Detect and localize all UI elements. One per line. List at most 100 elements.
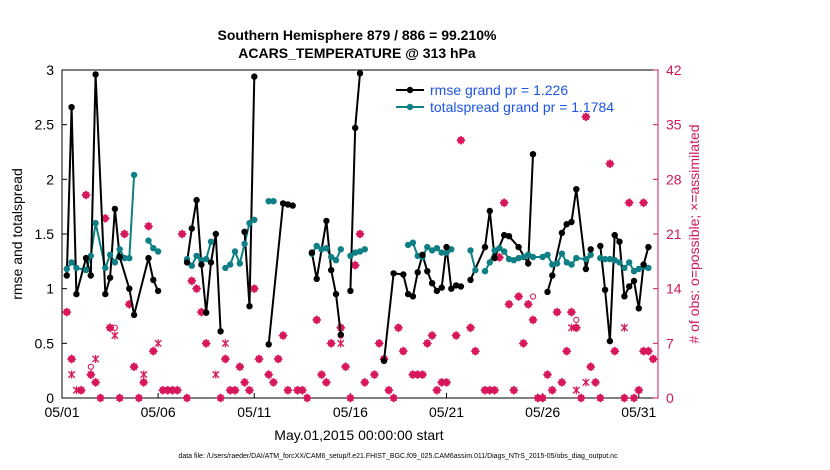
y-right-tick-label: 42 bbox=[666, 62, 682, 78]
obs-possible-cross bbox=[563, 347, 571, 355]
rmse-point bbox=[587, 246, 594, 253]
rmse-point bbox=[337, 331, 344, 338]
obs-possible-cross bbox=[68, 355, 76, 363]
rmse-line bbox=[310, 219, 342, 335]
totalspread-point bbox=[404, 241, 412, 249]
totalspread-point bbox=[203, 255, 210, 263]
obs-possible-cross bbox=[452, 332, 460, 339]
totalspread-point bbox=[73, 264, 80, 272]
obs-possible-cross bbox=[221, 355, 229, 363]
rmse-point bbox=[457, 283, 465, 290]
totalspread-point bbox=[501, 248, 508, 255]
obs-possible-open-marker bbox=[87, 363, 94, 370]
y-right-tick-label: 7 bbox=[666, 335, 674, 351]
chart-subtitle: ACARS_TEMPERATURE @ 313 hPa bbox=[238, 45, 476, 61]
totalspread-point bbox=[361, 246, 368, 253]
totalspread-point bbox=[352, 249, 359, 256]
obs-possible-cross bbox=[558, 378, 566, 386]
rmse-point bbox=[467, 276, 474, 284]
obs-possible-cross bbox=[149, 347, 157, 355]
totalspread-point bbox=[332, 257, 340, 264]
obs-possible-cross bbox=[279, 332, 287, 339]
rmse-point bbox=[188, 225, 195, 232]
totalspread-point bbox=[496, 245, 503, 252]
rmse-point bbox=[597, 242, 604, 250]
obs-possible-cross bbox=[577, 394, 585, 402]
totalspread-point bbox=[82, 266, 90, 274]
y-axis-label: rmse and totalspread bbox=[9, 168, 25, 300]
rmse-point bbox=[193, 196, 200, 204]
obs-possible-cross bbox=[318, 371, 325, 378]
obs-possible-cross bbox=[346, 394, 354, 402]
obs-possible-cross bbox=[231, 386, 239, 394]
data-file-footer: data file: /Users/raeder/DAI/ATM_forcXX/… bbox=[178, 453, 618, 460]
obs-possible-cross bbox=[519, 339, 527, 347]
y-tick-label: 3 bbox=[46, 62, 54, 78]
totalspread-point bbox=[150, 245, 157, 252]
obs-possible-cross bbox=[644, 347, 652, 355]
rmse-point bbox=[390, 270, 397, 277]
totalspread-point bbox=[231, 248, 239, 255]
rmse-point bbox=[251, 73, 258, 80]
rmse-point bbox=[448, 285, 455, 292]
rmse-point bbox=[279, 200, 287, 207]
obs-possible-cross bbox=[548, 386, 556, 394]
obs-possible-cross bbox=[250, 285, 258, 293]
y-right-tick-label: 28 bbox=[666, 171, 682, 187]
obs-possible-cross bbox=[630, 394, 638, 402]
totalspread-point bbox=[154, 248, 162, 255]
obs-possible-cross bbox=[529, 316, 537, 324]
rmse-point bbox=[198, 261, 205, 268]
totalspread-point bbox=[236, 260, 243, 267]
obs-possible-cross bbox=[428, 332, 436, 339]
obs-possible-open-marker bbox=[111, 324, 119, 331]
totalspread-point bbox=[414, 252, 421, 260]
totalspread-point bbox=[246, 219, 253, 227]
rmse-point bbox=[452, 282, 460, 289]
rmse-point bbox=[611, 231, 618, 239]
rmse-point bbox=[126, 285, 133, 292]
rmse-point bbox=[433, 287, 441, 295]
totalspread-point bbox=[597, 254, 604, 262]
totalspread-point bbox=[568, 261, 575, 268]
totalspread-point bbox=[443, 249, 450, 256]
rmse-point bbox=[563, 221, 570, 228]
rmse-point bbox=[323, 217, 330, 225]
obs-possible-cross bbox=[510, 386, 518, 394]
totalspread-point bbox=[251, 216, 258, 223]
totalspread-point bbox=[549, 261, 556, 268]
axis-ticks: 0 0.5 1 1.5 2 2.5 3 0 7 14 21 28 35 42 05/01 05/06 05/11… bbox=[35, 62, 682, 420]
obs-possible-cross bbox=[457, 136, 465, 144]
totalspread-point bbox=[428, 247, 436, 254]
rmse-point bbox=[111, 205, 119, 213]
y-right-tick-label: 35 bbox=[666, 117, 682, 133]
rmse-point bbox=[505, 233, 513, 240]
rmse-point bbox=[558, 229, 566, 237]
totalspread-point bbox=[467, 247, 474, 254]
totalspread-point bbox=[558, 250, 566, 257]
obs-possible-cross bbox=[87, 371, 95, 378]
obs-possible-cross bbox=[97, 394, 104, 402]
obs-possible-cross bbox=[390, 394, 398, 402]
obs-possible-cross bbox=[197, 308, 205, 316]
rmse-point bbox=[400, 271, 407, 278]
legend-rmse-label: rmse grand pr = 1.226 bbox=[430, 82, 568, 98]
rmse-line bbox=[186, 199, 222, 332]
rmse-point bbox=[347, 287, 354, 295]
totalspread-point bbox=[323, 245, 330, 252]
totalspread-point bbox=[635, 265, 642, 273]
obs-possible-open-marker bbox=[529, 293, 537, 300]
totalspread-point bbox=[510, 257, 517, 264]
obs-possible-cross bbox=[241, 378, 249, 386]
rmse-point bbox=[73, 290, 80, 298]
x-tick-label: 05/16 bbox=[333, 404, 368, 420]
x-tick-label: 05/31 bbox=[621, 404, 656, 420]
rmse-point bbox=[82, 254, 90, 262]
obs-possible-cross bbox=[322, 378, 330, 386]
obs-possible-cross bbox=[121, 230, 128, 238]
y-tick-label: 2.5 bbox=[35, 117, 55, 133]
obs-possible-cross bbox=[356, 230, 364, 238]
x-axis-label: May.01,2015 00:00:00 start bbox=[274, 427, 444, 443]
obs-possible-cross bbox=[145, 222, 152, 230]
rmse-point bbox=[481, 243, 489, 251]
